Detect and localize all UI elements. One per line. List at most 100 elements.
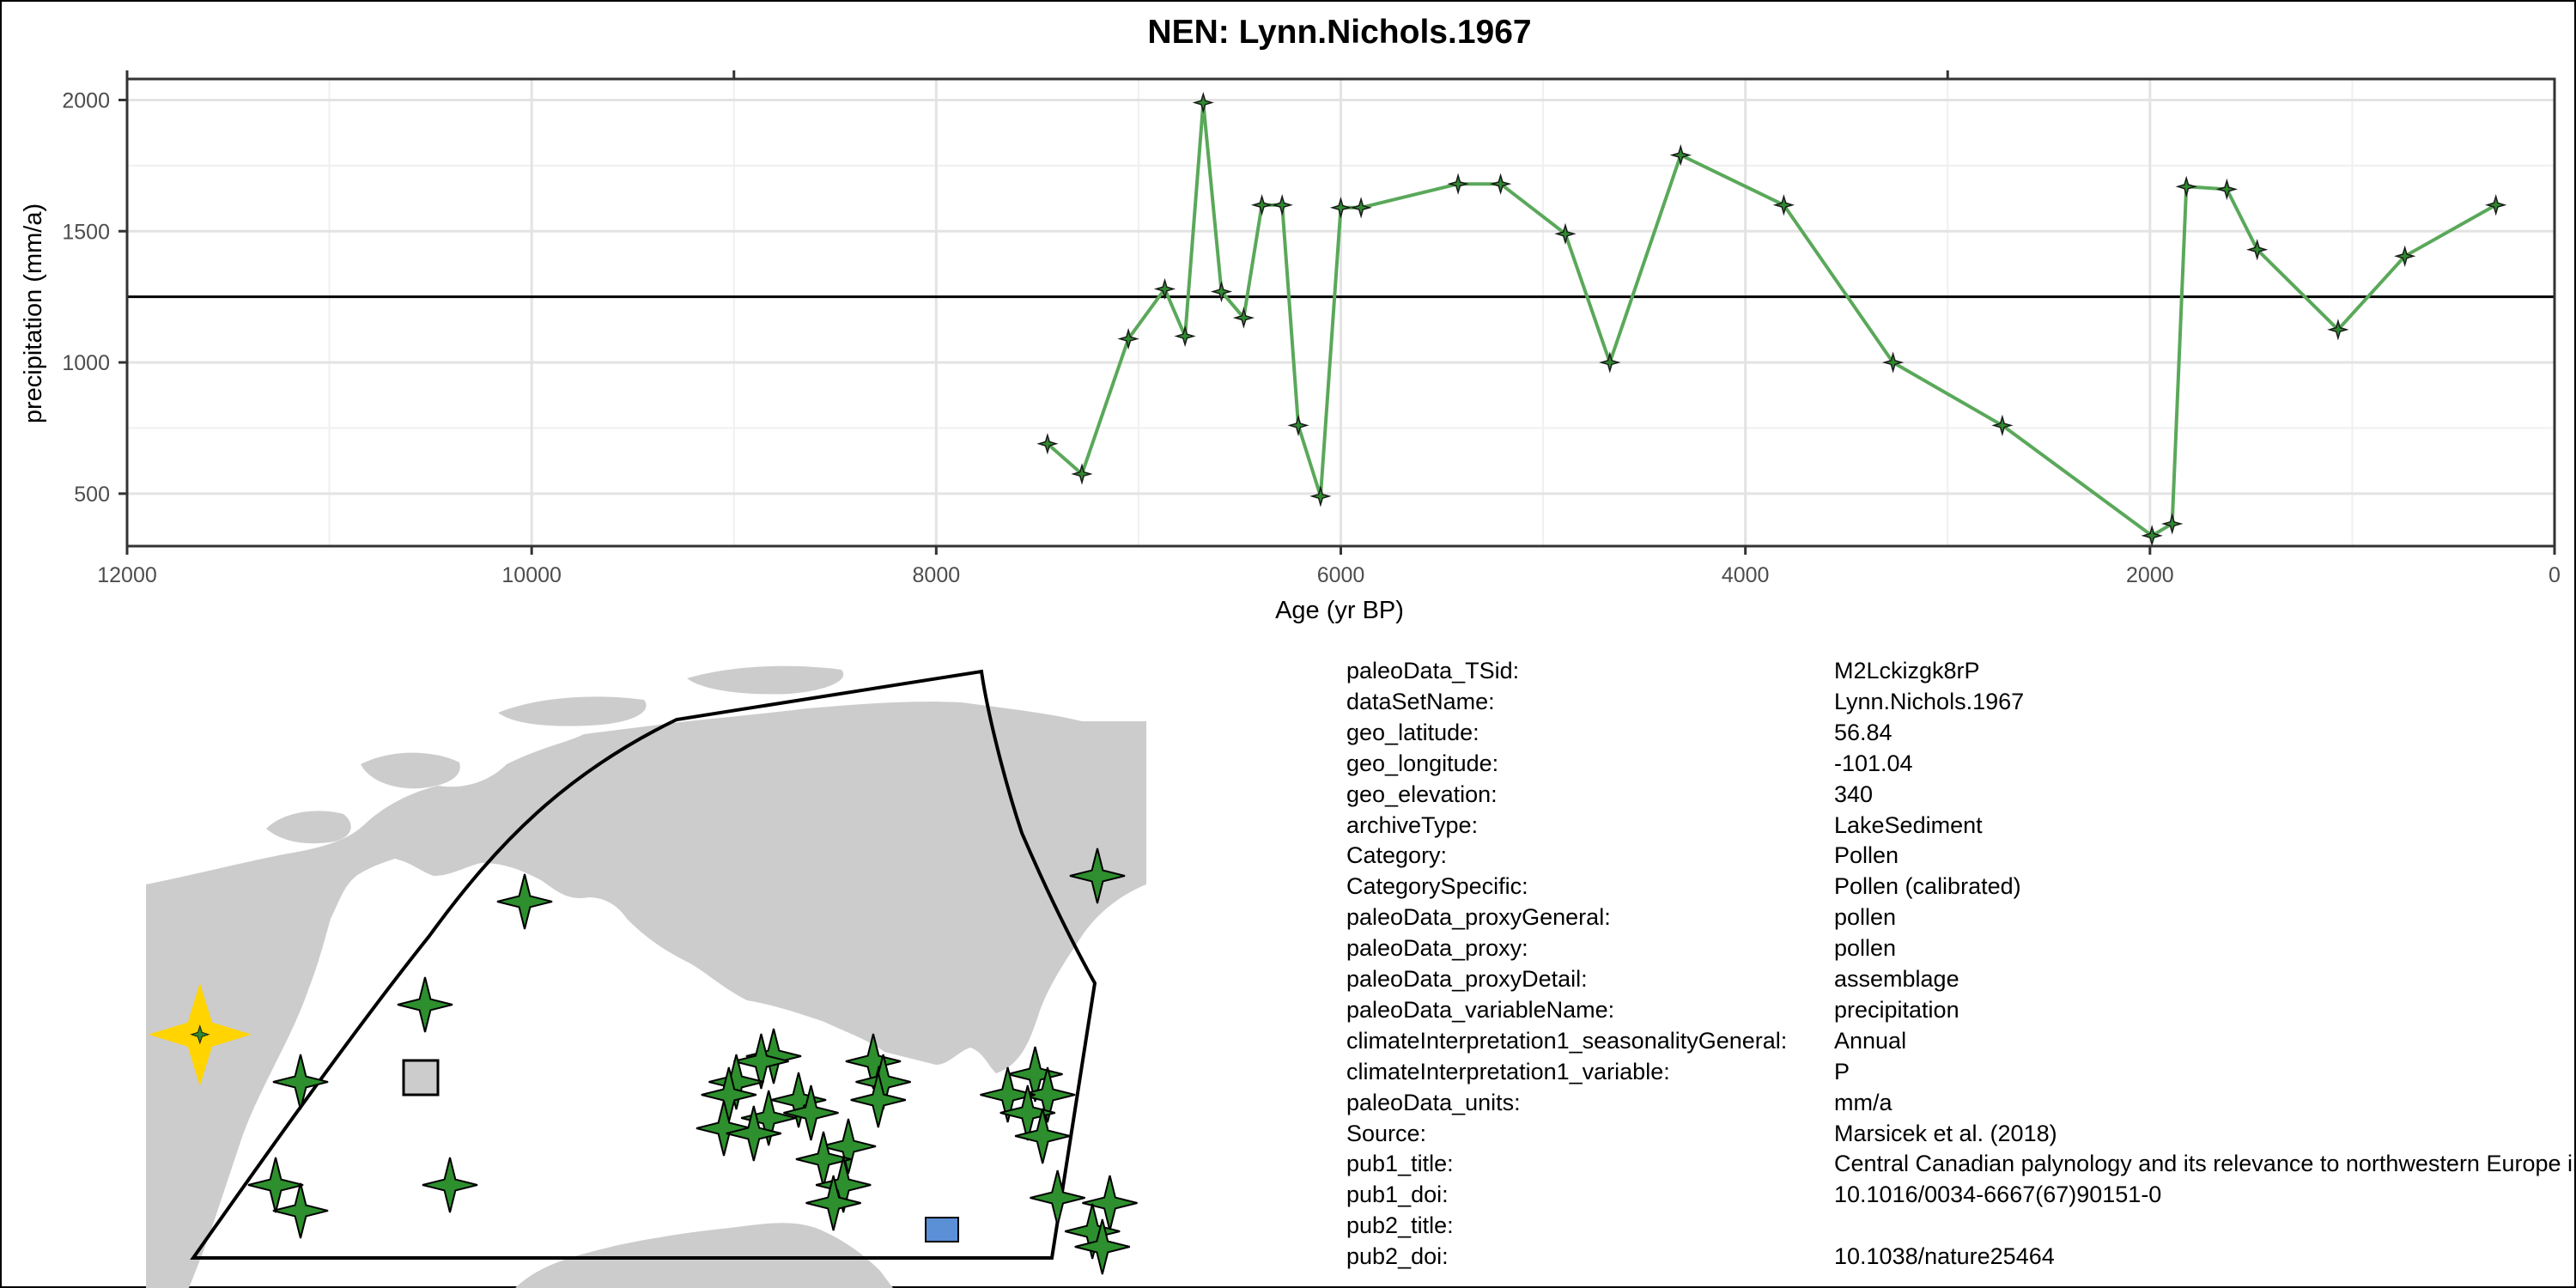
x-tick-label: 10000 <box>501 563 562 587</box>
site-star-icon <box>726 1105 782 1162</box>
data-point <box>1192 91 1214 114</box>
x-tick-label: 12000 <box>97 563 157 587</box>
metadata-value: 10.1016/0034-6667(67)90151-0 <box>1834 1182 2162 1208</box>
data-point <box>1271 194 1293 216</box>
metadata-panel: paleoData_TSid: M2Lckizgk8rP dataSetName: L… <box>1346 658 2576 1288</box>
metadata-key: dataSetName: <box>1346 688 1495 714</box>
metadata-key: geo_elevation: <box>1346 781 1498 807</box>
y-tick-label: 500 <box>74 483 110 507</box>
data-point <box>1772 194 1795 216</box>
land-island-9 <box>668 828 743 853</box>
metadata-value: pollen <box>1834 904 1897 931</box>
data-point <box>1489 173 1512 195</box>
metadata-value: 56.84 <box>1834 719 1893 745</box>
data-point <box>2327 319 2349 341</box>
data-point <box>1554 222 1577 245</box>
site-star-icon <box>247 1157 304 1213</box>
site-star-icon <box>422 1157 478 1213</box>
data-point <box>2175 175 2197 197</box>
land-island-2 <box>361 752 460 789</box>
metadata-row: geo_elevation: 340 <box>1346 781 2576 812</box>
metadata-value: Central Canadian palynology and its rele… <box>1834 1151 2576 1177</box>
data-point <box>1153 277 1176 301</box>
metadata-row: Source: Marsicek et al. (2018) <box>1346 1121 2576 1151</box>
metadata-value: M2Lckizgk8rP <box>1834 658 1980 683</box>
metadata-row: paleoData_proxyDetail: assemblage <box>1346 966 2576 997</box>
site-star-icon <box>815 1157 872 1213</box>
metadata-key: geo_longitude: <box>1346 750 1499 776</box>
site-star-icon <box>701 1066 757 1123</box>
site-blue-marker <box>925 1217 959 1242</box>
metadata-row: climateInterpretation1_seasonalityGenera… <box>1346 1028 2576 1059</box>
site-square-marker <box>402 1059 440 1097</box>
site-star-icon <box>845 1033 902 1090</box>
metadata-row: paleoData_variableName: precipitation <box>1346 997 2576 1028</box>
y-axis-label: precipitation (mm/a) <box>20 204 47 423</box>
x-tick-label: 2000 <box>2126 563 2174 587</box>
metadata-row: geo_latitude: 56.84 <box>1346 720 2576 750</box>
site-star-icon <box>272 1182 329 1239</box>
data-point <box>1881 351 1905 374</box>
metadata-key: CategorySpecific: <box>1346 873 1528 900</box>
metadata-value: Lynn.Nichols.1967 <box>1834 688 2025 714</box>
site-map <box>146 665 1146 1288</box>
metadata-key: climateInterpretation1_variable: <box>1346 1058 1670 1084</box>
selected-site-center <box>190 1024 210 1045</box>
metadata-row: paleoData_TSid: M2Lckizgk8rP <box>1346 658 2576 689</box>
site-star-icon <box>1014 1108 1071 1164</box>
data-point <box>1309 485 1332 507</box>
metadata-value: mm/a <box>1834 1089 1893 1115</box>
metadata-value: pollen <box>1834 935 1897 962</box>
data-point <box>2215 178 2239 201</box>
site-star-icon <box>999 1084 1056 1141</box>
data-point <box>1174 325 1196 348</box>
land-island-7 <box>849 775 927 804</box>
metadata-key: pub1_title: <box>1346 1151 1454 1177</box>
data-point <box>1232 307 1255 329</box>
metadata-row: Category: Pollen <box>1346 842 2576 873</box>
gridlines <box>125 79 2556 546</box>
metadata-key: paleoData_TSid: <box>1346 658 1520 683</box>
data-point <box>1210 280 1233 303</box>
y-tick-label: 2000 <box>62 88 110 112</box>
metadata-value: Marsicek et al. (2018) <box>1834 1120 2057 1146</box>
land-mainland <box>146 702 1146 1288</box>
metadata-key: pub2_doi: <box>1346 1243 1449 1270</box>
series-line <box>1046 102 2497 538</box>
site-star-icon <box>708 1054 764 1110</box>
land-island-1 <box>266 811 351 844</box>
site-star-icon <box>1069 848 1126 904</box>
chart-title: NEN: Lynn.Nichols.1967 <box>1147 14 1531 51</box>
y-tick-label: 1500 <box>62 220 110 244</box>
site-star-icon <box>696 1100 752 1157</box>
metadata-value: P <box>1834 1058 1850 1084</box>
land-masses <box>146 665 1146 1288</box>
map-boundary <box>190 669 1097 1260</box>
metadata-value: Pollen (calibrated) <box>1834 873 2021 900</box>
metadata-row: dataSetName: Lynn.Nichols.1967 <box>1346 689 2576 720</box>
site-star-icon <box>783 1084 839 1141</box>
site-star-icon <box>397 976 453 1033</box>
data-point <box>1071 463 1093 485</box>
data-point <box>1350 197 1372 219</box>
data-points <box>1036 91 2507 547</box>
axes: 12000 10000 8000 6000 4000 2000 0 500 1000 1500 20… <box>62 70 2561 587</box>
x-tick-label: 6000 <box>1317 563 1365 587</box>
metadata-row: pub2_title: <box>1346 1212 2576 1243</box>
metadata-key: paleoData_proxyGeneral: <box>1346 904 1611 931</box>
metadata-key: archiveType: <box>1346 811 1479 838</box>
land-island-4 <box>687 665 844 695</box>
metadata-row: paleoData_proxyGeneral: pollen <box>1346 904 2576 935</box>
data-point <box>1036 433 1059 455</box>
metadata-key: Category: <box>1346 842 1448 869</box>
site-star-icon <box>1074 1218 1131 1275</box>
metadata-row: CategorySpecific: Pollen (calibrated) <box>1346 873 2576 904</box>
metadata-key: paleoData_units: <box>1346 1089 1521 1115</box>
x-tick-label: 8000 <box>913 563 961 587</box>
data-point <box>1287 414 1309 437</box>
metadata-value: Pollen <box>1834 842 1899 869</box>
metadata-key: climateInterpretation1_seasonalityGenera… <box>1346 1027 1788 1054</box>
site-star-icon <box>805 1175 861 1231</box>
metadata-key: paleoData_variableName: <box>1346 996 1615 1023</box>
